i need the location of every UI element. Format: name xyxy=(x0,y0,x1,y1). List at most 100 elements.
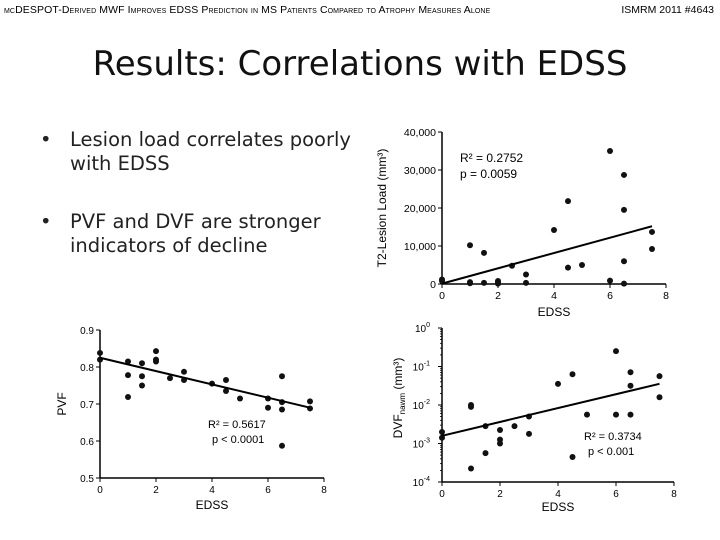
y-tick-label: 0.5 xyxy=(80,474,94,485)
data-point xyxy=(97,349,103,356)
data-point xyxy=(569,453,576,460)
data-point xyxy=(439,428,445,435)
bullet-dot-icon: • xyxy=(40,210,52,233)
data-point xyxy=(656,394,663,401)
x-tick-label: 4 xyxy=(551,290,557,302)
data-point xyxy=(237,395,243,402)
data-point xyxy=(511,423,518,430)
data-point xyxy=(125,358,131,365)
y-axis-label: DVFnawm (mm³) xyxy=(391,358,407,439)
x-tick-label: 4 xyxy=(555,489,561,500)
data-point xyxy=(565,198,571,205)
bullet-dot-icon: • xyxy=(40,128,52,151)
regression-line xyxy=(99,356,311,409)
paper-title: mcDESPOT-Derived MWF Improves EDSS Predi… xyxy=(4,4,491,16)
data-point xyxy=(613,348,619,355)
x-tick-label: 0 xyxy=(439,489,445,500)
data-point xyxy=(551,227,557,234)
data-point xyxy=(481,249,487,256)
data-point xyxy=(125,393,131,400)
y-tick-label: 10-4 xyxy=(413,476,430,489)
p-value-label: p < 0.001 xyxy=(588,446,634,458)
data-point xyxy=(265,404,271,411)
data-point xyxy=(468,403,474,410)
data-point xyxy=(139,360,145,367)
slide-title: Results: Correlations with EDSS xyxy=(92,44,628,84)
data-point xyxy=(139,373,145,380)
data-point xyxy=(569,371,576,378)
data-point xyxy=(279,406,285,413)
data-point xyxy=(482,450,489,457)
data-point xyxy=(181,368,187,375)
x-axis-label: EDSS xyxy=(538,305,571,319)
y-tick-label: 0 xyxy=(430,279,436,291)
data-point xyxy=(497,427,503,434)
y-axis-label: PVF xyxy=(55,392,69,415)
data-point xyxy=(621,258,627,265)
x-axis-label: EDSS xyxy=(542,500,575,514)
r-squared-label: R² = 0.3734 xyxy=(584,431,642,443)
data-point xyxy=(649,228,655,235)
y-tick-label: 10-1 xyxy=(413,361,430,374)
bullet-item: • Lesion load correlates poorly with EDSS xyxy=(40,128,360,176)
y-tick-label: 0.7 xyxy=(80,400,94,411)
p-value-label: p = 0.0059 xyxy=(460,167,517,181)
y-tick-label: 10-2 xyxy=(413,399,430,412)
data-point xyxy=(223,376,229,383)
slide-header: mcDESPOT-Derived MWF Improves EDSS Predi… xyxy=(4,4,714,20)
data-point xyxy=(621,280,627,287)
data-point xyxy=(649,246,655,253)
bullet-text: PVF and DVF are stronger indicators of d… xyxy=(70,210,321,257)
data-point xyxy=(495,280,501,287)
lesion-load-chart: 0 2 4 6 8 0 10,000 20,000 30,000 40,000 R² = 0.27… xyxy=(375,127,669,319)
x-axis-label: EDSS xyxy=(196,498,229,512)
data-point xyxy=(125,372,131,379)
data-point xyxy=(607,277,613,284)
x-tick-label: 8 xyxy=(663,290,669,302)
data-point xyxy=(621,171,627,178)
regression-line xyxy=(441,382,660,437)
data-point xyxy=(613,411,619,418)
data-point xyxy=(627,369,634,376)
data-point xyxy=(584,411,590,418)
y-tick-label: 10-3 xyxy=(413,438,430,451)
y-tick-label: 0.6 xyxy=(80,437,94,448)
y-tick-label: 10,000 xyxy=(404,241,436,253)
x-tick-label: 8 xyxy=(321,485,327,496)
data-point xyxy=(526,430,532,437)
y-tick-label: 0.9 xyxy=(80,326,94,337)
data-point xyxy=(279,442,285,449)
data-point xyxy=(523,279,529,286)
dvf-chart: 0 2 4 6 8 10-4 10-3 10-2 10-1 100 R² = 0.3734 p <… xyxy=(391,322,677,514)
x-tick-label: 6 xyxy=(613,489,619,500)
data-point xyxy=(627,382,634,389)
x-tick-label: 6 xyxy=(607,290,613,302)
y-tick-label: 100 xyxy=(415,322,430,335)
regression-line xyxy=(441,225,653,285)
data-point xyxy=(153,348,159,355)
x-tick-label: 0 xyxy=(97,485,103,496)
data-point xyxy=(481,279,487,286)
data-point xyxy=(167,375,173,382)
x-tick-label: 8 xyxy=(671,489,677,500)
y-tick-label: 0.8 xyxy=(80,363,94,374)
r-squared-label: R² = 0.5617 xyxy=(208,419,266,431)
data-point xyxy=(555,380,561,387)
x-tick-label: 6 xyxy=(265,485,271,496)
abstract-id: ISMRM 2011 #4643 xyxy=(621,4,714,16)
bullet-item: • PVF and DVF are stronger indicators of … xyxy=(40,210,360,258)
data-point xyxy=(621,206,627,213)
data-point xyxy=(153,358,159,365)
y-tick-label: 40,000 xyxy=(404,127,436,139)
y-axis-label: T2-Lesion Load (mm³) xyxy=(375,149,389,268)
data-point xyxy=(467,242,473,249)
data-point xyxy=(627,411,634,418)
data-point xyxy=(223,388,229,395)
data-point xyxy=(307,398,313,405)
data-point xyxy=(139,382,145,389)
y-tick-label: 30,000 xyxy=(404,165,436,177)
p-value-label: p < 0.0001 xyxy=(212,434,264,446)
bullet-text: Lesion load correlates poorly with EDSS xyxy=(70,128,351,175)
x-tick-label: 2 xyxy=(495,290,501,302)
r-squared-label: R² = 0.2752 xyxy=(460,151,523,165)
